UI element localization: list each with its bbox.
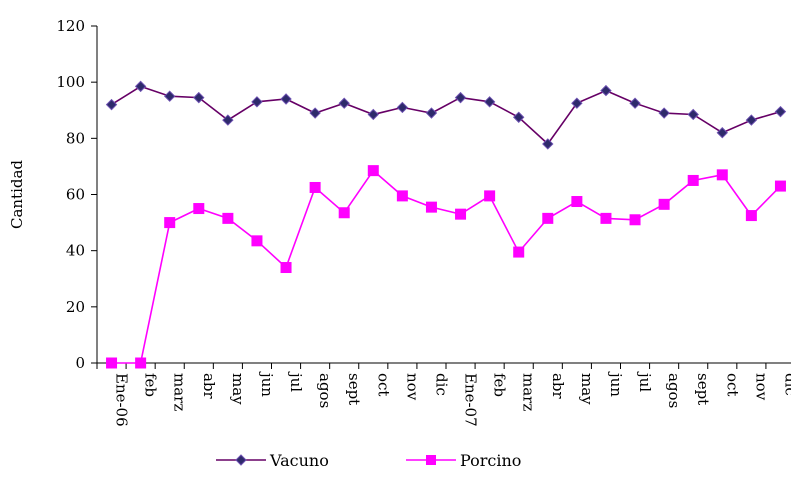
- data-point-vacuno: [629, 97, 641, 109]
- legend-marker: [235, 454, 247, 466]
- data-point-vacuno: [309, 107, 321, 119]
- x-tick-label: marz: [520, 373, 538, 411]
- legend-label: Porcino: [460, 451, 521, 470]
- legend-marker: [426, 455, 436, 465]
- data-point-vacuno: [600, 84, 612, 97]
- x-tick-label: agos: [665, 373, 683, 408]
- data-point-vacuno: [745, 114, 758, 126]
- data-point-porcino: [309, 181, 321, 193]
- series-vacuno: [105, 80, 787, 150]
- data-point-vacuno: [571, 97, 583, 109]
- data-point-porcino: [455, 208, 467, 220]
- data-point-vacuno: [367, 108, 379, 121]
- x-tick-label: nov: [403, 373, 421, 401]
- data-point-porcino: [135, 357, 147, 369]
- x-tick-label: sept: [345, 373, 363, 405]
- data-point-vacuno: [658, 107, 670, 119]
- x-tick-label: agos: [316, 373, 334, 408]
- x-tick-label: feb: [491, 373, 509, 397]
- data-point-porcino: [571, 196, 583, 208]
- data-point-vacuno: [338, 97, 350, 109]
- x-tick-label: marz: [171, 373, 189, 411]
- data-point-porcino: [745, 210, 757, 222]
- x-tick-label: sept: [694, 373, 712, 405]
- data-point-vacuno: [454, 91, 467, 104]
- data-point-porcino: [658, 198, 670, 210]
- x-tick-label: oct: [723, 373, 741, 396]
- x-tick-label: dic: [781, 373, 791, 396]
- x-axis-ticks: Ene-06 feb marz abr may jun jul agos sept oct nov d…: [96, 363, 791, 427]
- data-point-vacuno: [134, 80, 147, 93]
- data-point-porcino: [484, 190, 496, 202]
- series-line-porcino: [111, 169, 782, 364]
- data-point-vacuno: [483, 96, 496, 108]
- data-point-porcino: [251, 235, 263, 247]
- x-tick-label: jun: [607, 371, 625, 397]
- data-point-vacuno: [280, 93, 292, 105]
- data-point-vacuno: [687, 108, 699, 121]
- data-point-porcino: [193, 203, 205, 215]
- y-tick-label: 120: [56, 17, 85, 35]
- x-tick-label: nov: [752, 373, 770, 401]
- y-tick-label: 100: [56, 73, 85, 91]
- series-porcino: [106, 165, 786, 369]
- data-point-porcino: [106, 357, 118, 369]
- data-point-porcino: [222, 212, 234, 224]
- x-tick-label: Ene-06: [113, 373, 131, 427]
- y-tick-label: 0: [75, 354, 85, 372]
- y-axis-label: Cantidad: [8, 160, 26, 229]
- data-point-vacuno: [542, 138, 554, 150]
- y-tick-label: 40: [66, 242, 85, 260]
- legend-label: Vacuno: [269, 451, 329, 470]
- y-tick-label: 80: [66, 129, 85, 147]
- x-tick-label: dic: [432, 373, 450, 396]
- y-axis-ticks: 0 20 40 60 80 100 120: [56, 17, 97, 372]
- chart-axes: [96, 26, 791, 364]
- data-point-vacuno: [774, 105, 787, 118]
- data-point-vacuno: [222, 114, 234, 126]
- data-point-porcino: [164, 217, 176, 229]
- x-tick-label: oct: [374, 373, 392, 396]
- y-tick-label: 20: [66, 298, 85, 316]
- data-point-porcino: [600, 212, 612, 224]
- data-point-porcino: [425, 201, 437, 213]
- x-tick-label: may: [578, 373, 596, 405]
- x-tick-label: jul: [287, 371, 305, 392]
- data-point-porcino: [716, 169, 728, 181]
- data-point-vacuno: [251, 96, 263, 108]
- legend-item-porcino: Porcino: [406, 451, 521, 470]
- y-tick-label: 60: [66, 186, 85, 204]
- x-tick-label: jun: [258, 371, 276, 397]
- data-point-vacuno: [193, 91, 205, 104]
- data-point-porcino: [367, 165, 379, 177]
- data-point-vacuno: [396, 101, 409, 114]
- data-point-porcino: [338, 207, 350, 219]
- data-point-vacuno: [164, 90, 176, 102]
- data-point-vacuno: [105, 98, 118, 111]
- series-layer: [105, 80, 787, 369]
- x-tick-label: abr: [549, 373, 567, 400]
- data-point-porcino: [687, 174, 699, 186]
- x-tick-label: Ene-07: [462, 373, 480, 427]
- data-point-vacuno: [716, 127, 728, 139]
- data-point-porcino: [396, 190, 408, 202]
- x-tick-label: may: [229, 373, 247, 405]
- legend: Vacuno Porcino: [216, 451, 521, 470]
- data-point-vacuno: [425, 107, 438, 119]
- series-line-vacuno: [111, 85, 781, 146]
- data-point-porcino: [513, 246, 525, 258]
- data-point-porcino: [629, 214, 641, 226]
- legend-item-vacuno: Vacuno: [216, 451, 329, 470]
- data-point-vacuno: [513, 111, 525, 123]
- data-point-porcino: [542, 212, 554, 224]
- x-tick-label: abr: [200, 373, 218, 400]
- data-point-porcino: [774, 180, 786, 192]
- x-tick-label: feb: [142, 373, 160, 397]
- x-tick-label: jul: [636, 371, 654, 392]
- data-point-porcino: [280, 262, 292, 274]
